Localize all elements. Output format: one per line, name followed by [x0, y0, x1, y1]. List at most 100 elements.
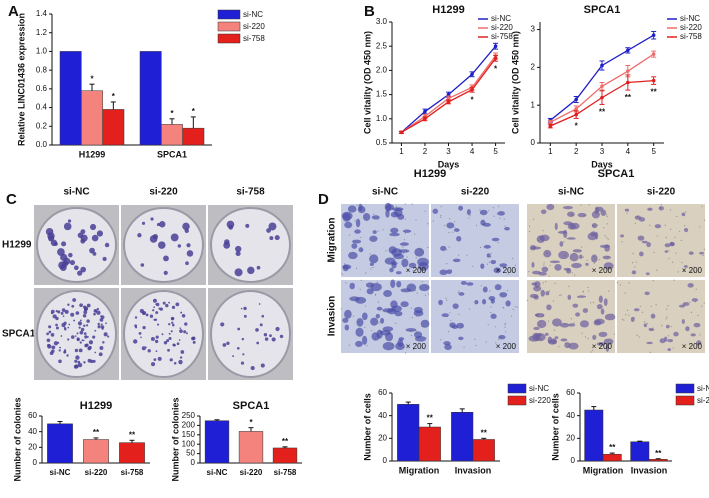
colony	[86, 324, 89, 327]
colony	[90, 359, 94, 364]
colony	[185, 332, 188, 335]
cell	[366, 288, 374, 295]
pore	[634, 222, 636, 224]
line	[400, 45, 497, 133]
cell	[533, 285, 542, 292]
y-tick-label: 1.2	[36, 28, 48, 37]
cell	[549, 260, 561, 264]
significance: **	[481, 428, 488, 437]
x-tick-label: si-758	[121, 468, 144, 477]
pore	[405, 250, 408, 252]
pore	[488, 210, 490, 212]
colony	[102, 341, 105, 344]
pore	[695, 288, 697, 290]
colony	[175, 302, 180, 307]
significance: **	[655, 449, 662, 458]
column-header: si-NC	[372, 187, 398, 198]
pore	[469, 215, 471, 217]
pore	[593, 224, 595, 227]
pore	[581, 246, 583, 248]
colony	[183, 330, 187, 334]
cell	[453, 228, 460, 232]
pore	[655, 304, 657, 306]
colony	[76, 332, 79, 335]
legend-label: si-NC	[697, 384, 709, 393]
cell	[357, 205, 366, 214]
cell	[591, 254, 598, 263]
colony	[70, 312, 75, 317]
pore	[542, 282, 544, 284]
colony	[53, 341, 59, 346]
cell	[535, 333, 546, 342]
y-tick-label: 150	[182, 430, 196, 439]
cell	[572, 249, 582, 253]
pore	[387, 330, 389, 333]
colony	[49, 351, 54, 356]
colony	[79, 303, 83, 308]
pore	[489, 290, 491, 292]
y-tick-label: 3	[531, 25, 536, 34]
x-tick-label: 1	[399, 147, 404, 156]
pore	[582, 290, 584, 292]
pore	[683, 270, 685, 272]
pore	[374, 337, 377, 339]
cell	[596, 304, 603, 310]
cell	[691, 298, 699, 302]
cell	[493, 267, 501, 274]
colony	[275, 326, 280, 332]
bar	[47, 423, 73, 464]
pore	[360, 279, 362, 281]
x-tick-label: 3	[600, 147, 605, 156]
colony	[79, 319, 82, 322]
pore	[680, 239, 682, 241]
pore	[364, 305, 367, 307]
colony	[269, 236, 274, 241]
colony	[75, 355, 80, 360]
chart-title: SPCA1	[584, 4, 621, 16]
pore	[599, 259, 601, 261]
bar	[81, 90, 103, 146]
colony	[101, 327, 104, 330]
y-tick-label: 250	[182, 411, 196, 420]
colony	[169, 358, 173, 362]
colony	[243, 306, 247, 311]
cell	[504, 226, 510, 231]
colony	[152, 298, 157, 303]
colony	[82, 314, 87, 318]
cell	[466, 282, 474, 286]
x-tick-label: 4	[626, 147, 631, 156]
cell	[590, 231, 597, 237]
pore	[593, 262, 595, 264]
pore	[621, 318, 624, 320]
pore	[440, 205, 442, 208]
pore	[496, 213, 498, 215]
bar	[630, 441, 650, 462]
colony	[226, 341, 230, 345]
pore	[668, 335, 670, 337]
panel-label: C	[6, 191, 17, 208]
colony	[68, 252, 73, 258]
pore	[359, 288, 361, 290]
y-tick-label: 40	[566, 411, 575, 420]
pore	[690, 271, 693, 273]
colony	[83, 332, 87, 336]
pore	[665, 318, 667, 320]
x-tick-label: Migration	[399, 465, 440, 475]
pore	[377, 218, 379, 221]
pore	[348, 344, 350, 346]
colony	[46, 332, 49, 336]
colony	[64, 349, 67, 352]
cell	[637, 235, 645, 241]
pore	[528, 271, 530, 273]
pore	[665, 237, 667, 239]
cell	[362, 213, 371, 221]
bar	[139, 51, 162, 146]
photo	[617, 204, 705, 277]
pore	[548, 290, 551, 292]
cell	[341, 211, 353, 221]
cell	[546, 304, 552, 311]
cell	[408, 262, 417, 268]
pore	[448, 218, 451, 220]
pore	[504, 225, 506, 227]
cell	[566, 237, 576, 240]
